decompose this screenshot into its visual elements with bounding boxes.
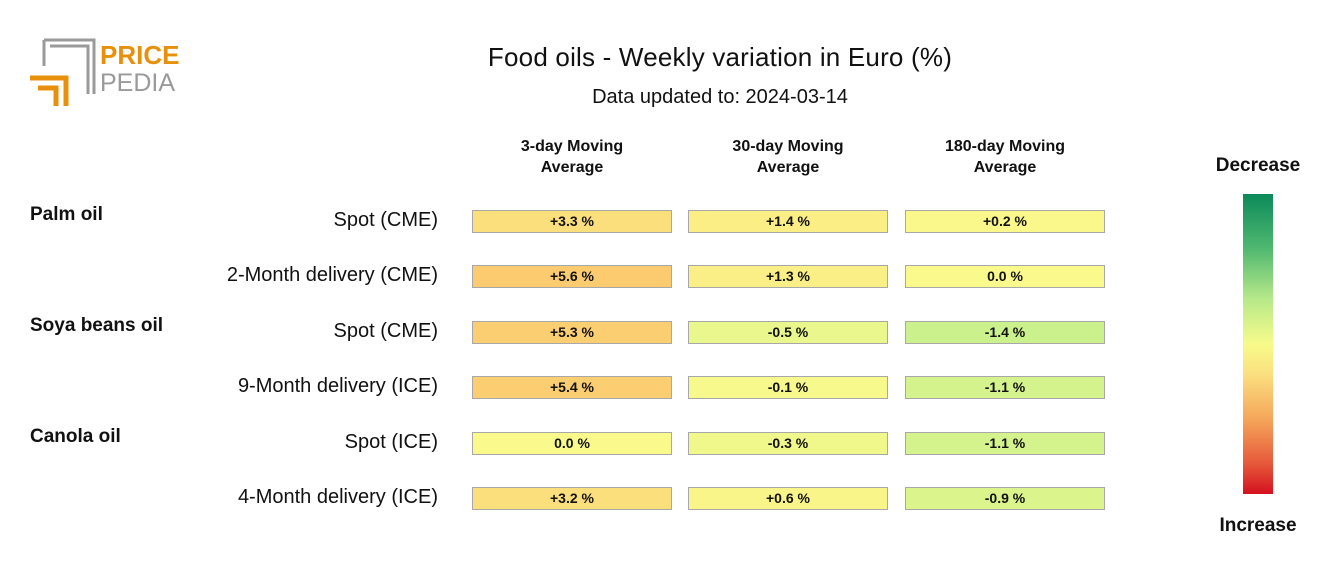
group-label: Soya beans oil [30, 314, 164, 336]
column-header: 30-day Moving Average [688, 136, 888, 178]
heatmap-cell: +3.3 % [472, 210, 672, 233]
column-header-line: 3-day Moving [520, 138, 624, 155]
heatmap-cell: -0.9 % [905, 487, 1105, 510]
heatmap-cell: 0.0 % [905, 265, 1105, 289]
column-header-line: Average [756, 159, 820, 176]
row-label: 9-Month delivery (ICE) [237, 375, 438, 398]
heatmap-cell: +5.4 % [472, 376, 672, 400]
logo-text-pedia: PEDIA [100, 69, 175, 97]
heatmap-cell: +1.4 % [688, 210, 888, 233]
heatmap-cell: -0.3 % [688, 431, 888, 455]
heatmap-cell: -0.1 % [688, 376, 888, 400]
row-label: Spot (ICE) [344, 430, 438, 453]
heatmap-cell: +5.6 % [472, 265, 672, 289]
row-label: Spot (CME) [333, 209, 438, 231]
legend-top-label: Decrease [1215, 155, 1301, 176]
logo-gray-outer-bracket [44, 38, 96, 94]
column-header: 3-day Moving Average [472, 136, 672, 178]
column-header-line: Average [973, 159, 1037, 176]
logo-orange-outer-bracket [30, 75, 69, 106]
column-header-line: 180-day Moving [944, 138, 1066, 155]
row-label: 2-Month delivery (CME) [226, 264, 438, 287]
logo-orange-inner-bracket [38, 85, 59, 106]
heatmap-cell: -0.5 % [688, 320, 888, 344]
chart-title: Food oils - Weekly variation in Euro (%) [487, 42, 953, 72]
heatmap-cell: -1.4 % [905, 320, 1105, 344]
row-label: 4-Month delivery (ICE) [237, 486, 438, 508]
heatmap-cell: -1.1 % [905, 431, 1105, 455]
legend-colorbar [1243, 194, 1273, 494]
heatmap-cell: +3.2 % [472, 487, 672, 510]
column-header: 180-day Moving Average [905, 136, 1105, 178]
group-label: Palm oil [30, 204, 103, 225]
pricepedia-logo: PRICE PEDIA [30, 38, 179, 106]
heatmap-cell: +5.3 % [472, 320, 672, 344]
heatmap-cell: 0.0 % [472, 431, 672, 455]
heatmap-cell: +0.6 % [688, 487, 888, 510]
heatmap-cell: +1.3 % [688, 265, 888, 289]
column-header-line: Average [540, 159, 604, 176]
logo-gray-inner-bracket [50, 44, 90, 94]
group-label: Canola oil [30, 425, 121, 447]
column-header-line: 30-day Moving [732, 138, 844, 155]
heatmap-cell: -1.1 % [905, 376, 1105, 400]
logo-text-price: PRICE [100, 40, 179, 70]
legend-bottom-label: Increase [1219, 515, 1297, 536]
heatmap-cell: +0.2 % [905, 210, 1105, 233]
row-label: Spot (CME) [333, 319, 438, 342]
chart-subtitle: Data updated to: 2024-03-14 [592, 86, 848, 108]
